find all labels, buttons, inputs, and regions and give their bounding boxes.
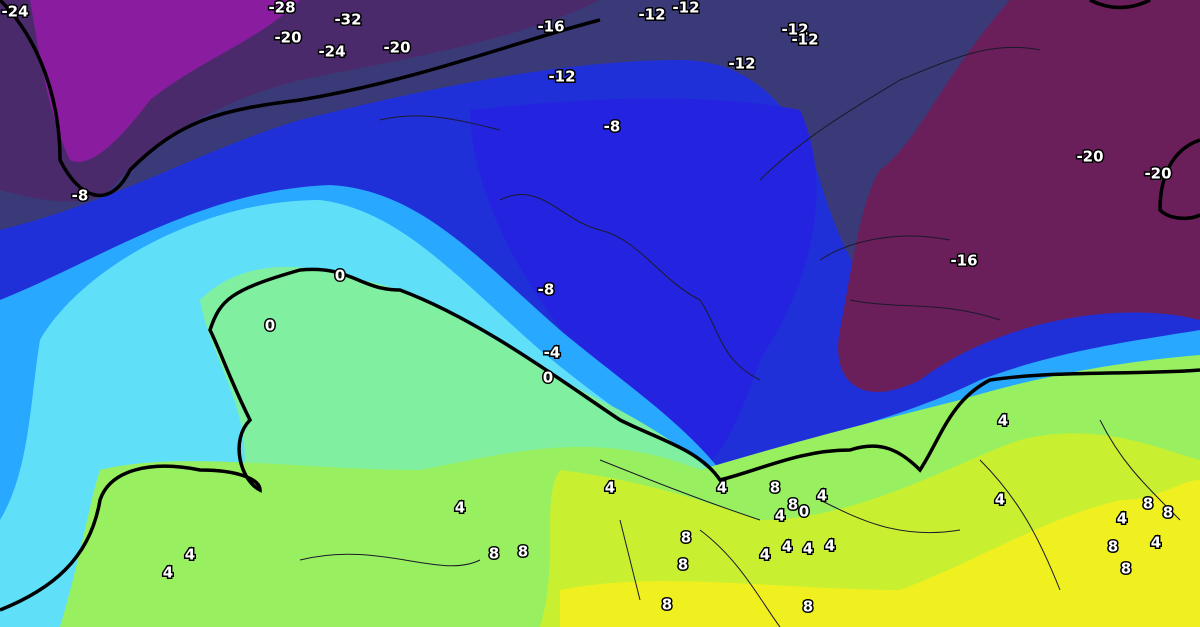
hot-zone xyxy=(560,480,1200,627)
contour-label: -16 xyxy=(950,252,977,270)
contour-label: -8 xyxy=(538,281,555,299)
contour-label: 4 xyxy=(825,537,835,555)
contour-label: -4 xyxy=(544,344,561,362)
contour-label: 4 xyxy=(605,479,615,497)
contour-label: 8 xyxy=(1121,560,1131,578)
continental-cold xyxy=(838,0,1200,392)
isotherm xyxy=(0,267,1200,612)
contour-label: -20 xyxy=(383,39,410,57)
contour-label: -32 xyxy=(334,11,361,29)
contour-label: -12 xyxy=(791,31,818,49)
contour-labels: -24 -28-32-20-24 -20-16-12 -12-12-12-12-12-… xyxy=(0,0,1175,617)
coastline xyxy=(299,46,1181,627)
contour-label: -8 xyxy=(72,187,89,205)
contour-label: 8 xyxy=(1143,495,1153,513)
contour-label: 8 xyxy=(518,543,528,561)
contour-label: -20 xyxy=(1076,148,1103,166)
polar-zone xyxy=(30,0,300,162)
contour-label: 4 xyxy=(1151,534,1161,552)
contour-label: 8 xyxy=(1163,504,1173,522)
contour-label: 8 xyxy=(681,529,691,547)
contour-label: 8 xyxy=(489,545,499,563)
isotherm xyxy=(1089,0,1200,221)
contour-label: 4 xyxy=(717,479,727,497)
contour-label: -8 xyxy=(604,118,621,136)
contour-label: 4 xyxy=(1117,510,1127,528)
contour-label: 8 xyxy=(678,556,688,574)
contour-label: 8 xyxy=(1108,538,1118,556)
isotherm xyxy=(0,0,601,198)
contour-label: -12 xyxy=(781,21,808,39)
contour-label: 4 xyxy=(998,412,1008,430)
contour-label: -24 xyxy=(318,43,345,61)
contour-label: -28 xyxy=(268,0,295,17)
contour-label: -12 xyxy=(548,68,575,86)
contour-label: 4 xyxy=(817,487,827,505)
contour-label: 4 xyxy=(995,491,1005,509)
contour-label: -24 xyxy=(1,3,28,21)
contour-label: -12 xyxy=(728,55,755,73)
contour-label: 8 xyxy=(788,496,798,514)
contour-label: -20 xyxy=(274,29,301,47)
contour-label: 4 xyxy=(455,499,465,517)
contour-label: 0 xyxy=(543,369,553,387)
contour-label: 4 xyxy=(803,540,813,558)
north-sea-blue xyxy=(470,98,817,470)
contour-label: 0 xyxy=(799,503,809,521)
contour-label: 0 xyxy=(335,267,345,285)
contour-label: 4 xyxy=(163,564,173,582)
contour-label: 8 xyxy=(662,596,672,614)
contour-label: 0 xyxy=(265,317,275,335)
contour-label: 8 xyxy=(803,598,813,616)
contour-label: 4 xyxy=(775,507,785,525)
contour-label: -12 xyxy=(638,6,665,24)
contour-label: 4 xyxy=(185,546,195,564)
contour-label: 8 xyxy=(770,479,780,497)
contour-label: -20 xyxy=(1144,165,1171,183)
contour-label: 4 xyxy=(760,546,770,564)
contour-label: 4 xyxy=(782,538,792,556)
contour-label: -16 xyxy=(537,18,564,36)
contour-label: -12 xyxy=(672,0,699,17)
